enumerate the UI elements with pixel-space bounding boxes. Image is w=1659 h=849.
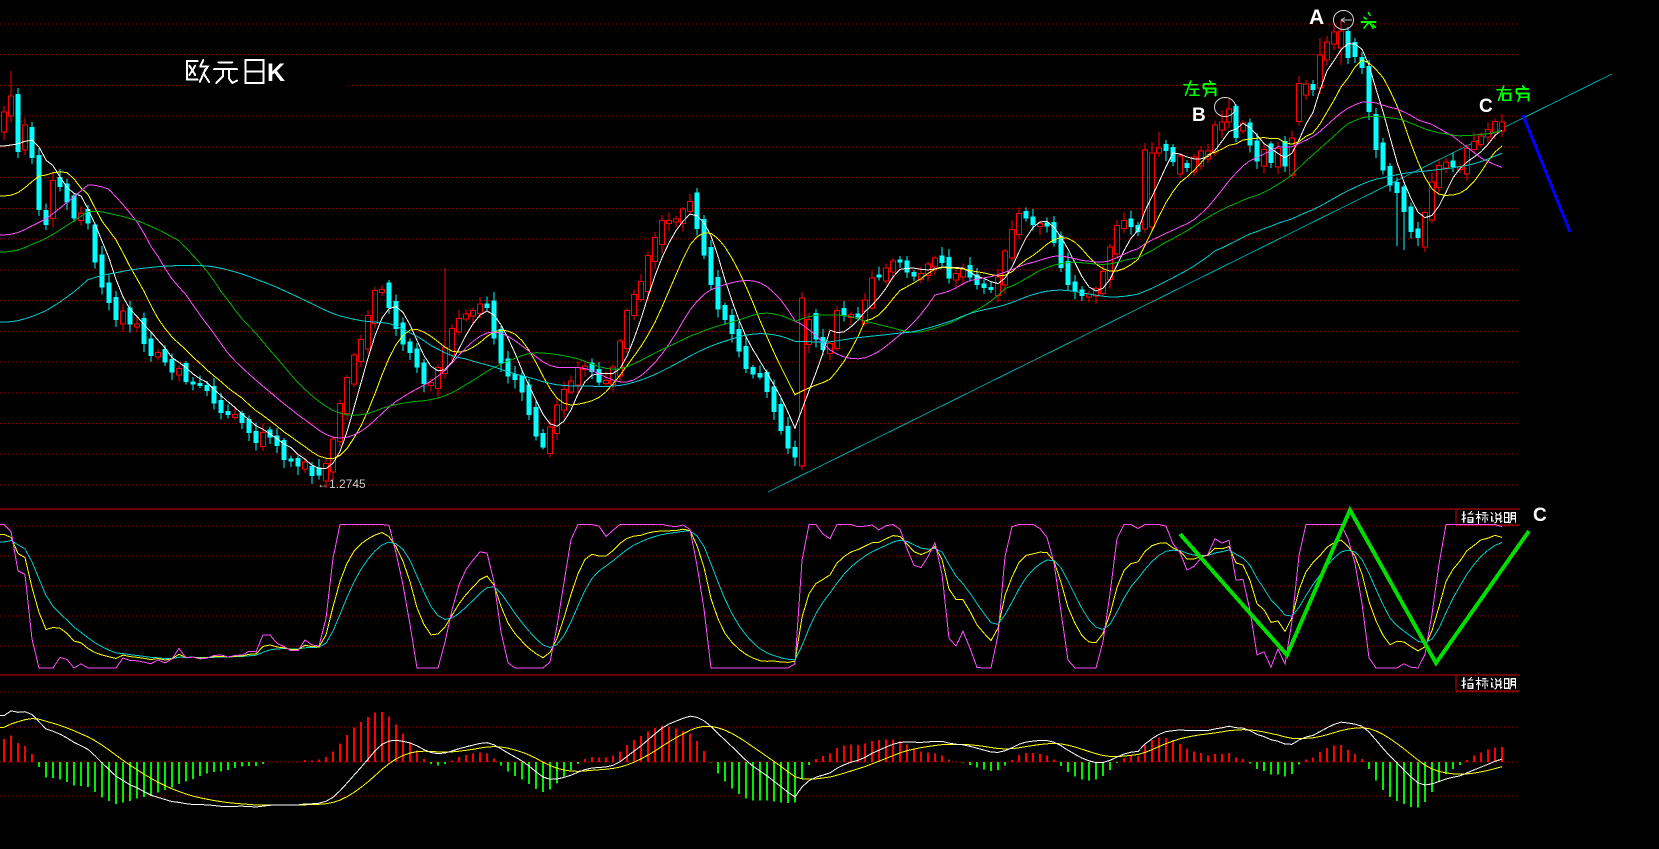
svg-text:←1.2745: ←1.2745	[317, 477, 366, 491]
svg-text:C: C	[1479, 96, 1493, 117]
svg-text:A: A	[1309, 6, 1324, 29]
svg-text:C: C	[1533, 505, 1547, 526]
svg-text:K: K	[267, 59, 285, 87]
svg-text:B: B	[1192, 105, 1206, 126]
